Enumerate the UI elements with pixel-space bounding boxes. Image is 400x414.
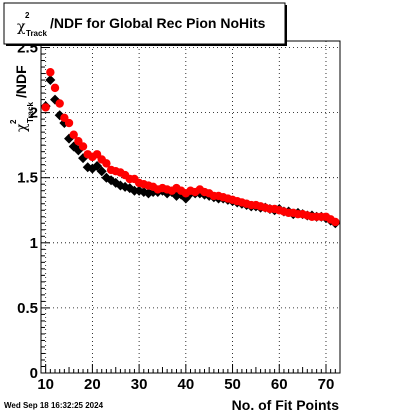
y-tick-label: 0.5 <box>17 300 38 317</box>
data-point-circle <box>46 68 55 77</box>
ylabel-chi-symbol: χ <box>14 123 30 132</box>
data-point-diamond <box>45 75 56 86</box>
ylabel-subscript: Track <box>26 102 35 123</box>
plot-frame <box>40 40 341 374</box>
x-tick-label: 60 <box>271 376 288 393</box>
axis-ticks <box>40 47 341 374</box>
data-points <box>40 68 341 229</box>
x-tick-label: 20 <box>84 376 101 393</box>
ylabel-superscript: 2 <box>9 119 18 124</box>
y-tick-label: 1 <box>30 235 38 252</box>
title-subscript: Track <box>26 29 47 38</box>
data-point-diamond <box>96 166 107 177</box>
timestamp: Wed Sep 18 16:32:25 2024 <box>4 401 104 410</box>
chart-title: χ 2 Track /NDF for Global Rec Pion NoHit… <box>3 2 287 46</box>
title-box <box>3 2 286 45</box>
data-point-circle <box>64 118 74 128</box>
x-tick-label: 40 <box>177 376 194 393</box>
grid-lines <box>41 41 340 374</box>
title-text: /NDF for Global Rec Pion NoHits <box>50 15 266 31</box>
data-point-circle <box>102 159 111 168</box>
y-tick-label: 0 <box>30 365 38 382</box>
x-tick-label: 70 <box>318 376 335 393</box>
y-tick-label: 2 <box>30 105 38 122</box>
data-point-circle <box>78 142 88 151</box>
x-tick-label: 50 <box>224 376 241 393</box>
ylabel-text: /NDF <box>13 65 29 98</box>
data-point-circle <box>55 99 64 108</box>
x-tick-label: 30 <box>131 376 148 393</box>
data-point-circle <box>50 83 60 93</box>
title-chi-symbol: χ <box>17 19 26 35</box>
data-point-circle <box>331 217 340 227</box>
x-tick-label: 10 <box>37 376 54 393</box>
y-tick-label: 1.5 <box>17 170 38 187</box>
series-1 <box>41 68 340 227</box>
x-axis-title: No. of Fit Points <box>232 397 340 413</box>
title-superscript: 2 <box>25 11 30 20</box>
data-point-circle <box>41 103 50 112</box>
data-point-circle <box>69 130 78 139</box>
y-axis-title: χ 2 Track /NDF <box>9 65 35 132</box>
